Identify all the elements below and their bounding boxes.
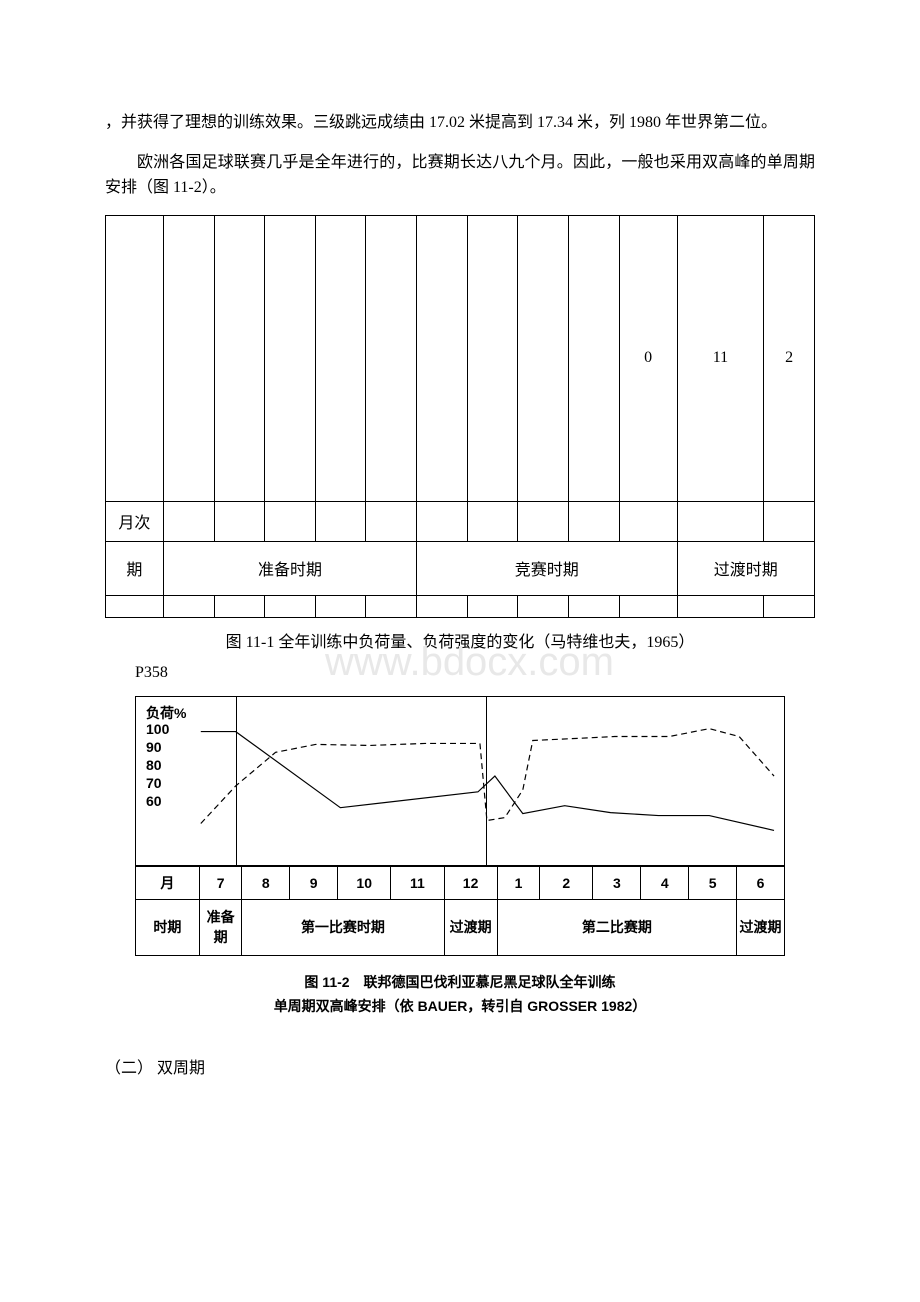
paragraph-1: ，并获得了理想的训练效果。三级跳远成绩由 17.02 米提高到 17.34 米，… <box>105 110 815 136</box>
figure-11-2-months-table: 月 7 8 9 10 11 12 1 2 3 4 5 6 时期 准备期 第一比赛… <box>135 866 785 956</box>
section-heading: （二） 双周期 <box>105 1056 815 1082</box>
cell <box>315 501 366 541</box>
cell-transition-1: 过渡期 <box>444 899 497 955</box>
cell <box>214 595 265 617</box>
cell <box>569 215 620 501</box>
cell <box>677 501 764 541</box>
cell: 11 <box>677 215 764 501</box>
cell <box>366 595 417 617</box>
cell <box>467 501 518 541</box>
cell: 6 <box>737 866 785 899</box>
cell-month-label: 月次 <box>106 501 164 541</box>
figure-11-2: 负荷% 100 90 80 70 60 月 7 8 <box>135 696 785 1016</box>
cell <box>417 595 468 617</box>
cell-first-competition: 第一比赛时期 <box>242 899 444 955</box>
cell <box>518 501 569 541</box>
cell: 11 <box>391 866 444 899</box>
cell-transition-period: 过渡时期 <box>677 541 814 595</box>
cell <box>467 595 518 617</box>
cell <box>569 501 620 541</box>
cell: 0 <box>619 215 677 501</box>
cell <box>569 595 620 617</box>
cell <box>619 501 677 541</box>
cell-transition-2: 过渡期 <box>737 899 785 955</box>
cell <box>106 215 164 501</box>
table-row: 时期 准备期 第一比赛时期 过渡期 第二比赛期 过渡期 <box>136 899 785 955</box>
cell: 1 <box>497 866 540 899</box>
cell-prep: 准备期 <box>199 899 242 955</box>
cell: 12 <box>444 866 497 899</box>
figure-11-2-chart: 负荷% 100 90 80 70 60 <box>135 696 785 866</box>
cell: 10 <box>338 866 391 899</box>
cell <box>677 595 764 617</box>
table-row <box>106 595 815 617</box>
cell-second-competition: 第二比赛期 <box>497 899 736 955</box>
chart-lines <box>136 697 784 865</box>
month-label: 月 <box>136 866 200 899</box>
cell <box>366 215 417 501</box>
page-reference: P358 <box>135 664 815 682</box>
cell <box>163 501 214 541</box>
cell <box>163 215 214 501</box>
table-row: 期 准备时期 竞赛时期 过渡时期 <box>106 541 815 595</box>
cell: 5 <box>689 866 737 899</box>
solid-series <box>201 731 774 830</box>
dashed-series <box>201 728 774 823</box>
cell <box>764 595 815 617</box>
cell <box>265 595 316 617</box>
cell <box>366 501 417 541</box>
cell <box>619 595 677 617</box>
cell <box>467 215 518 501</box>
cell <box>518 215 569 501</box>
cell-competition-period: 竞赛时期 <box>417 541 677 595</box>
cell: 3 <box>593 866 641 899</box>
cell <box>315 215 366 501</box>
cell: 2 <box>540 866 593 899</box>
cell-prep-period: 准备时期 <box>163 541 416 595</box>
cell <box>315 595 366 617</box>
cell <box>214 215 265 501</box>
figure-11-2-caption-line2: 单周期双高峰安排（依 BAUER，转引自 GROSSER 1982） <box>135 996 785 1016</box>
cell <box>417 215 468 501</box>
paragraph-2: 欧洲各国足球联赛几乎是全年进行的，比赛期长达八九个月。因此，一般也采用双高峰的单… <box>105 150 815 201</box>
cell: 7 <box>199 866 242 899</box>
cell <box>163 595 214 617</box>
cell <box>214 501 265 541</box>
cell: 9 <box>290 866 338 899</box>
cell <box>518 595 569 617</box>
figure-11-1-caption: 图 11-1 全年训练中负荷量、负荷强度的变化（马特维也夫，1965） <box>105 628 815 652</box>
table-row: 0 11 2 <box>106 215 815 501</box>
period-label: 时期 <box>136 899 200 955</box>
cell: 8 <box>242 866 290 899</box>
figure-11-1-table: 0 11 2 月次 期 准备时期 竞赛时期 过渡时期 <box>105 215 815 618</box>
cell <box>265 215 316 501</box>
cell <box>106 595 164 617</box>
cell <box>265 501 316 541</box>
cell <box>417 501 468 541</box>
cell: 4 <box>641 866 689 899</box>
cell <box>764 501 815 541</box>
figure-11-2-caption-line1: 图 11-2 联邦德国巴伐利亚慕尼黑足球队全年训练 <box>135 972 785 992</box>
table-row: 月次 <box>106 501 815 541</box>
cell-period-label: 期 <box>106 541 164 595</box>
table-row: 月 7 8 9 10 11 12 1 2 3 4 5 6 <box>136 866 785 899</box>
cell: 2 <box>764 215 815 501</box>
